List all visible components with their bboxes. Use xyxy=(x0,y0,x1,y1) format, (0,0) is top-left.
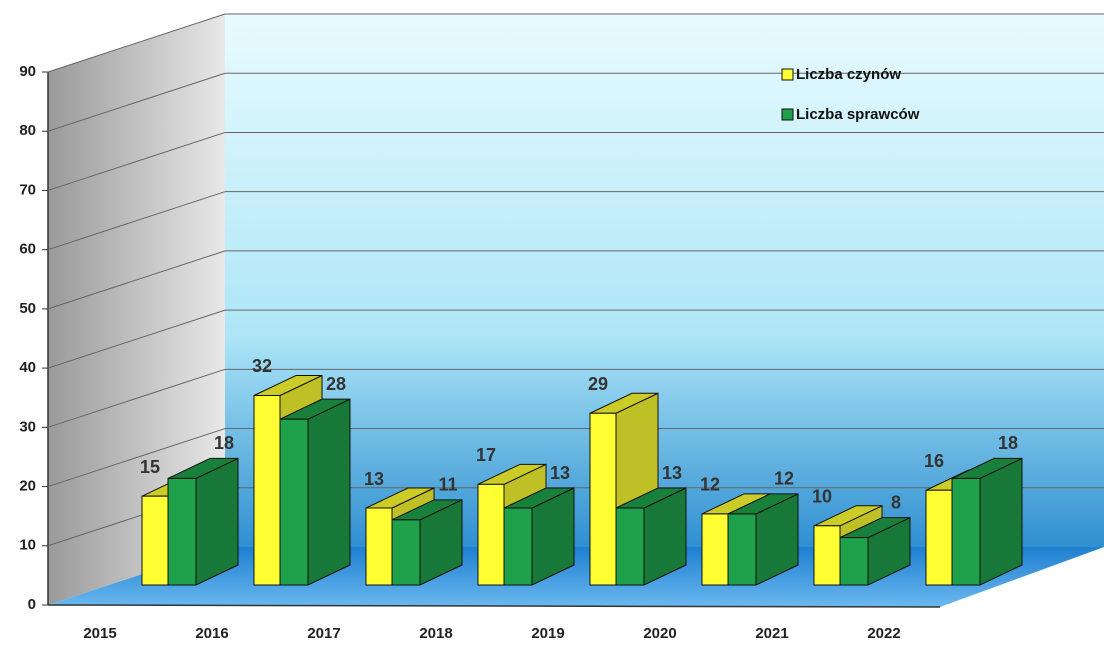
x-tick-label: 2017 xyxy=(307,625,340,642)
data-label: 11 xyxy=(438,475,457,495)
data-label: 15 xyxy=(140,457,160,477)
data-label: 32 xyxy=(252,356,272,376)
bar-side xyxy=(979,457,1023,586)
y-tick-label: 60 xyxy=(19,241,36,258)
y-tick-label: 30 xyxy=(19,418,36,435)
data-label: 13 xyxy=(550,463,570,483)
bar xyxy=(813,525,841,586)
side-wall xyxy=(48,14,225,605)
legend-swatch xyxy=(781,68,794,81)
bar xyxy=(503,507,533,586)
data-label: 16 xyxy=(924,451,944,471)
grid-line xyxy=(47,309,226,369)
grid-line xyxy=(47,13,226,73)
bar xyxy=(167,477,197,586)
bar xyxy=(365,507,393,586)
bar xyxy=(615,507,645,586)
data-label: 28 xyxy=(326,374,346,394)
legend-label: Liczba sprawców xyxy=(796,106,920,123)
data-label: 18 xyxy=(998,433,1018,453)
bar xyxy=(951,477,981,586)
bar xyxy=(839,537,869,586)
data-label: 17 xyxy=(476,445,496,465)
grid-line xyxy=(47,191,226,251)
data-label: 13 xyxy=(662,463,682,483)
bar xyxy=(279,418,309,586)
x-tick-label: 2019 xyxy=(531,625,564,642)
y-tick-label: 70 xyxy=(19,181,36,198)
back-wall xyxy=(225,14,1104,547)
y-tick-label: 10 xyxy=(19,537,36,554)
bar-side xyxy=(307,398,351,586)
bar xyxy=(701,513,729,586)
y-tick-label: 50 xyxy=(19,300,36,317)
grid-line xyxy=(47,72,226,132)
bar xyxy=(253,394,281,586)
bar xyxy=(727,513,757,586)
data-label: 13 xyxy=(364,469,384,489)
x-tick-label: 2021 xyxy=(755,625,788,642)
data-label: 8 xyxy=(891,492,901,512)
y-tick-label: 20 xyxy=(19,478,36,495)
x-tick-label: 2022 xyxy=(867,625,900,642)
data-label: 29 xyxy=(588,374,608,394)
y-tick-label: 80 xyxy=(19,122,36,139)
bar xyxy=(141,495,169,586)
data-label: 18 xyxy=(214,433,234,453)
bar xyxy=(925,489,953,586)
grid-line xyxy=(47,428,226,488)
bar xyxy=(589,412,617,586)
x-tick-label: 2015 xyxy=(83,625,116,642)
grid-line xyxy=(47,368,226,428)
y-tick-label: 40 xyxy=(19,359,36,376)
data-label: 12 xyxy=(700,475,720,495)
data-label: 10 xyxy=(812,487,832,507)
legend-swatch xyxy=(781,108,794,121)
grid-line xyxy=(47,250,226,310)
legend-label: Liczba czynów xyxy=(796,66,901,83)
bar xyxy=(477,483,505,586)
x-tick-label: 2016 xyxy=(195,625,228,642)
x-axis xyxy=(47,604,941,608)
grid-line xyxy=(47,131,226,191)
data-label: 12 xyxy=(774,469,794,489)
y-tick-label: 0 xyxy=(28,596,36,613)
x-tick-label: 2020 xyxy=(643,625,676,642)
y-tick-label: 90 xyxy=(19,63,36,80)
bar xyxy=(391,519,421,586)
x-tick-label: 2018 xyxy=(419,625,452,642)
bar-side xyxy=(195,457,239,586)
